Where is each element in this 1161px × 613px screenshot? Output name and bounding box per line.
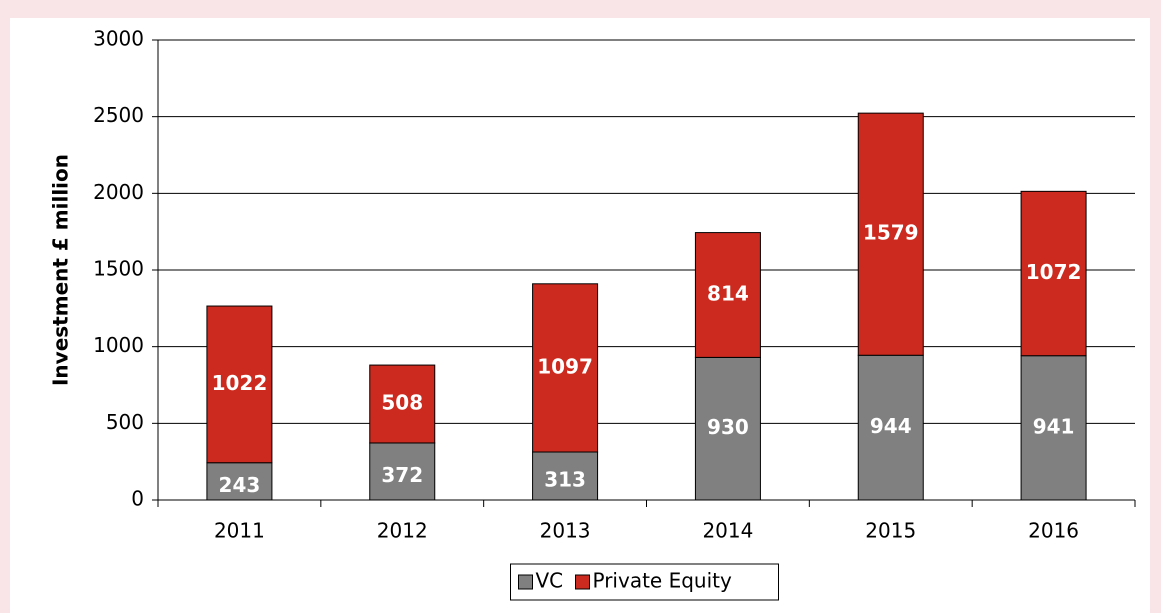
data-label: 930 <box>707 415 749 439</box>
bar-segment <box>532 451 599 501</box>
bar-segment <box>694 356 761 501</box>
y-tick-label: 3000 <box>93 27 144 51</box>
y-tick-label: 0 <box>131 487 144 511</box>
x-tick-label: 2011 <box>214 519 265 543</box>
legend-swatch <box>518 574 533 590</box>
y-axis-title: Investment £ million <box>49 154 73 386</box>
bar-segment <box>857 354 924 501</box>
x-tick-label: 2013 <box>540 519 591 543</box>
bar-segment <box>1020 190 1087 357</box>
legend-label: VC <box>536 569 564 593</box>
x-tick-label: 2015 <box>865 519 916 543</box>
x-tick-label: 2012 <box>377 519 428 543</box>
bar-segment <box>1020 355 1087 501</box>
y-tick-label: 2000 <box>93 180 144 204</box>
legend-label: Private Equity <box>593 569 732 593</box>
bar-segment <box>369 442 436 501</box>
legend-swatch <box>575 574 590 590</box>
bar-segment <box>857 112 924 356</box>
data-label: 243 <box>219 473 261 497</box>
data-label: 1097 <box>537 354 593 378</box>
y-tick-label: 500 <box>106 410 144 434</box>
x-tick-label: 2016 <box>1028 519 1079 543</box>
bar-segment <box>694 232 761 358</box>
legend-box <box>510 563 779 601</box>
data-label: 508 <box>381 391 423 415</box>
data-label: 1072 <box>1026 260 1082 284</box>
x-tick-label: 2014 <box>702 519 753 543</box>
y-tick-label: 1000 <box>93 333 144 357</box>
bar-segment <box>532 283 599 453</box>
data-label: 941 <box>1033 414 1075 438</box>
y-tick-label: 2500 <box>93 103 144 127</box>
data-label: 944 <box>870 414 912 438</box>
data-label: 372 <box>381 463 423 487</box>
data-label: 313 <box>544 468 586 492</box>
data-label: 1579 <box>863 221 919 245</box>
data-label: 814 <box>707 281 749 305</box>
bar-segment <box>369 364 436 444</box>
bar-segment <box>206 305 273 464</box>
data-label: 1022 <box>212 371 268 395</box>
y-tick-label: 1500 <box>93 257 144 281</box>
